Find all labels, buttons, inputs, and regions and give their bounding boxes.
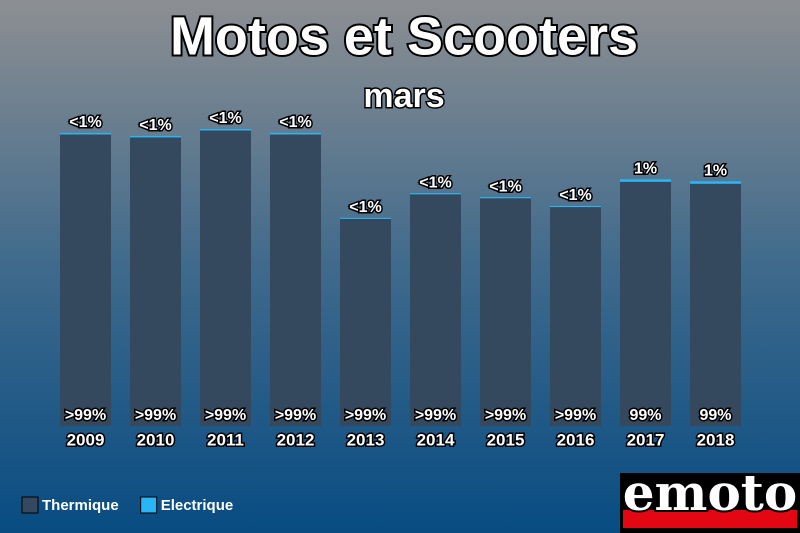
bar-segment <box>620 181 671 426</box>
bar-segment <box>130 135 181 138</box>
x-tick-label: 2011 <box>207 430 244 449</box>
chart-subtitle: mars <box>363 77 444 115</box>
x-tick-label: 2018 <box>697 430 735 449</box>
value-label: <1% <box>69 114 101 131</box>
value-label: >99% <box>205 407 246 424</box>
value-label: >99% <box>65 407 106 424</box>
value-label: <1% <box>279 114 311 131</box>
value-label: <1% <box>209 110 241 127</box>
bar-segment <box>550 207 601 426</box>
value-label: <1% <box>489 178 521 195</box>
value-label: >99% <box>275 407 316 424</box>
value-label: >99% <box>415 407 456 424</box>
bar-segment <box>690 183 741 426</box>
logo-text: emoto <box>623 463 798 522</box>
value-label: <1% <box>559 187 591 204</box>
bar-segment <box>340 217 391 219</box>
x-tick-label: 2017 <box>627 430 665 449</box>
bar-segment <box>690 181 741 184</box>
value-label: 99% <box>699 407 731 424</box>
bar-segment <box>200 130 251 427</box>
bar-segment <box>200 129 251 131</box>
value-label: <1% <box>419 174 451 191</box>
bar-segment <box>270 132 321 135</box>
bar-segment <box>410 193 461 195</box>
logo: emoto <box>620 461 800 533</box>
bar-segment <box>60 134 111 426</box>
bar-segment <box>340 218 391 426</box>
value-label: >99% <box>345 407 386 424</box>
value-label: 1% <box>634 161 657 178</box>
bar-segment <box>550 205 601 208</box>
x-tick-label: 2015 <box>487 430 525 449</box>
value-label: <1% <box>349 199 381 216</box>
legend-swatch <box>21 496 39 514</box>
value-label: 99% <box>629 407 661 424</box>
x-tick-label: 2013 <box>347 430 385 449</box>
value-label: >99% <box>135 407 176 424</box>
value-label: <1% <box>139 117 171 134</box>
bar-segment <box>270 134 321 426</box>
legend-label: Electrique <box>161 497 234 514</box>
chart-title: Motos et Scooters <box>170 6 638 66</box>
value-label: >99% <box>555 407 596 424</box>
bar-segment <box>480 198 531 426</box>
value-label: 1% <box>704 163 727 180</box>
bar-segment <box>410 194 461 426</box>
bar-segment <box>60 132 111 135</box>
bar-segment <box>620 179 671 182</box>
x-tick-label: 2009 <box>67 430 105 449</box>
x-tick-label: 2016 <box>557 430 595 449</box>
legend-swatch <box>140 496 158 514</box>
logo-stripe <box>623 510 797 528</box>
value-label: >99% <box>485 407 526 424</box>
bar-segment <box>130 137 181 427</box>
bar-segment <box>480 197 531 199</box>
x-tick-label: 2014 <box>417 430 455 449</box>
x-tick-label: 2012 <box>277 430 315 449</box>
legend-label: Thermique <box>42 497 119 514</box>
x-tick-label: 2010 <box>137 430 175 449</box>
